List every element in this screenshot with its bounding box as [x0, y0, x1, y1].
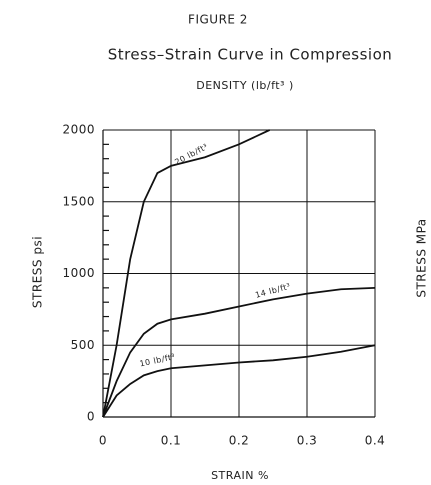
x-tick-label: 0.4 — [365, 434, 386, 448]
y-tick-label: 1500 — [62, 194, 95, 208]
y2-axis-label: STRESS MPa — [415, 218, 429, 297]
chart-subtitle: Stress–Strain Curve in Compression — [108, 46, 393, 64]
y-tick-label: 0 — [87, 410, 95, 424]
y-tick-label: 2000 — [62, 123, 95, 137]
curve — [102, 286, 376, 418]
x-axis-label: STRAIN % — [211, 469, 269, 482]
y-tick-label: 1000 — [62, 266, 95, 280]
y-tick-label: 500 — [71, 338, 95, 352]
y-axis-label: STRESS psi — [31, 236, 45, 308]
curve — [102, 129, 270, 418]
x-tick-label: 0.3 — [297, 434, 318, 448]
x-tick-label: 0 — [99, 434, 107, 448]
legend-title: DENSITY (lb/ft³ ) — [196, 79, 294, 92]
series-label: 20 lb/ft³ — [173, 142, 209, 167]
series-label: 10 lb/ft³ — [139, 352, 176, 368]
curve — [102, 344, 376, 418]
x-tick-label: 0.1 — [161, 434, 182, 448]
x-tick-label: 0.2 — [229, 434, 250, 448]
chart-title: FIGURE 2 — [188, 13, 248, 27]
